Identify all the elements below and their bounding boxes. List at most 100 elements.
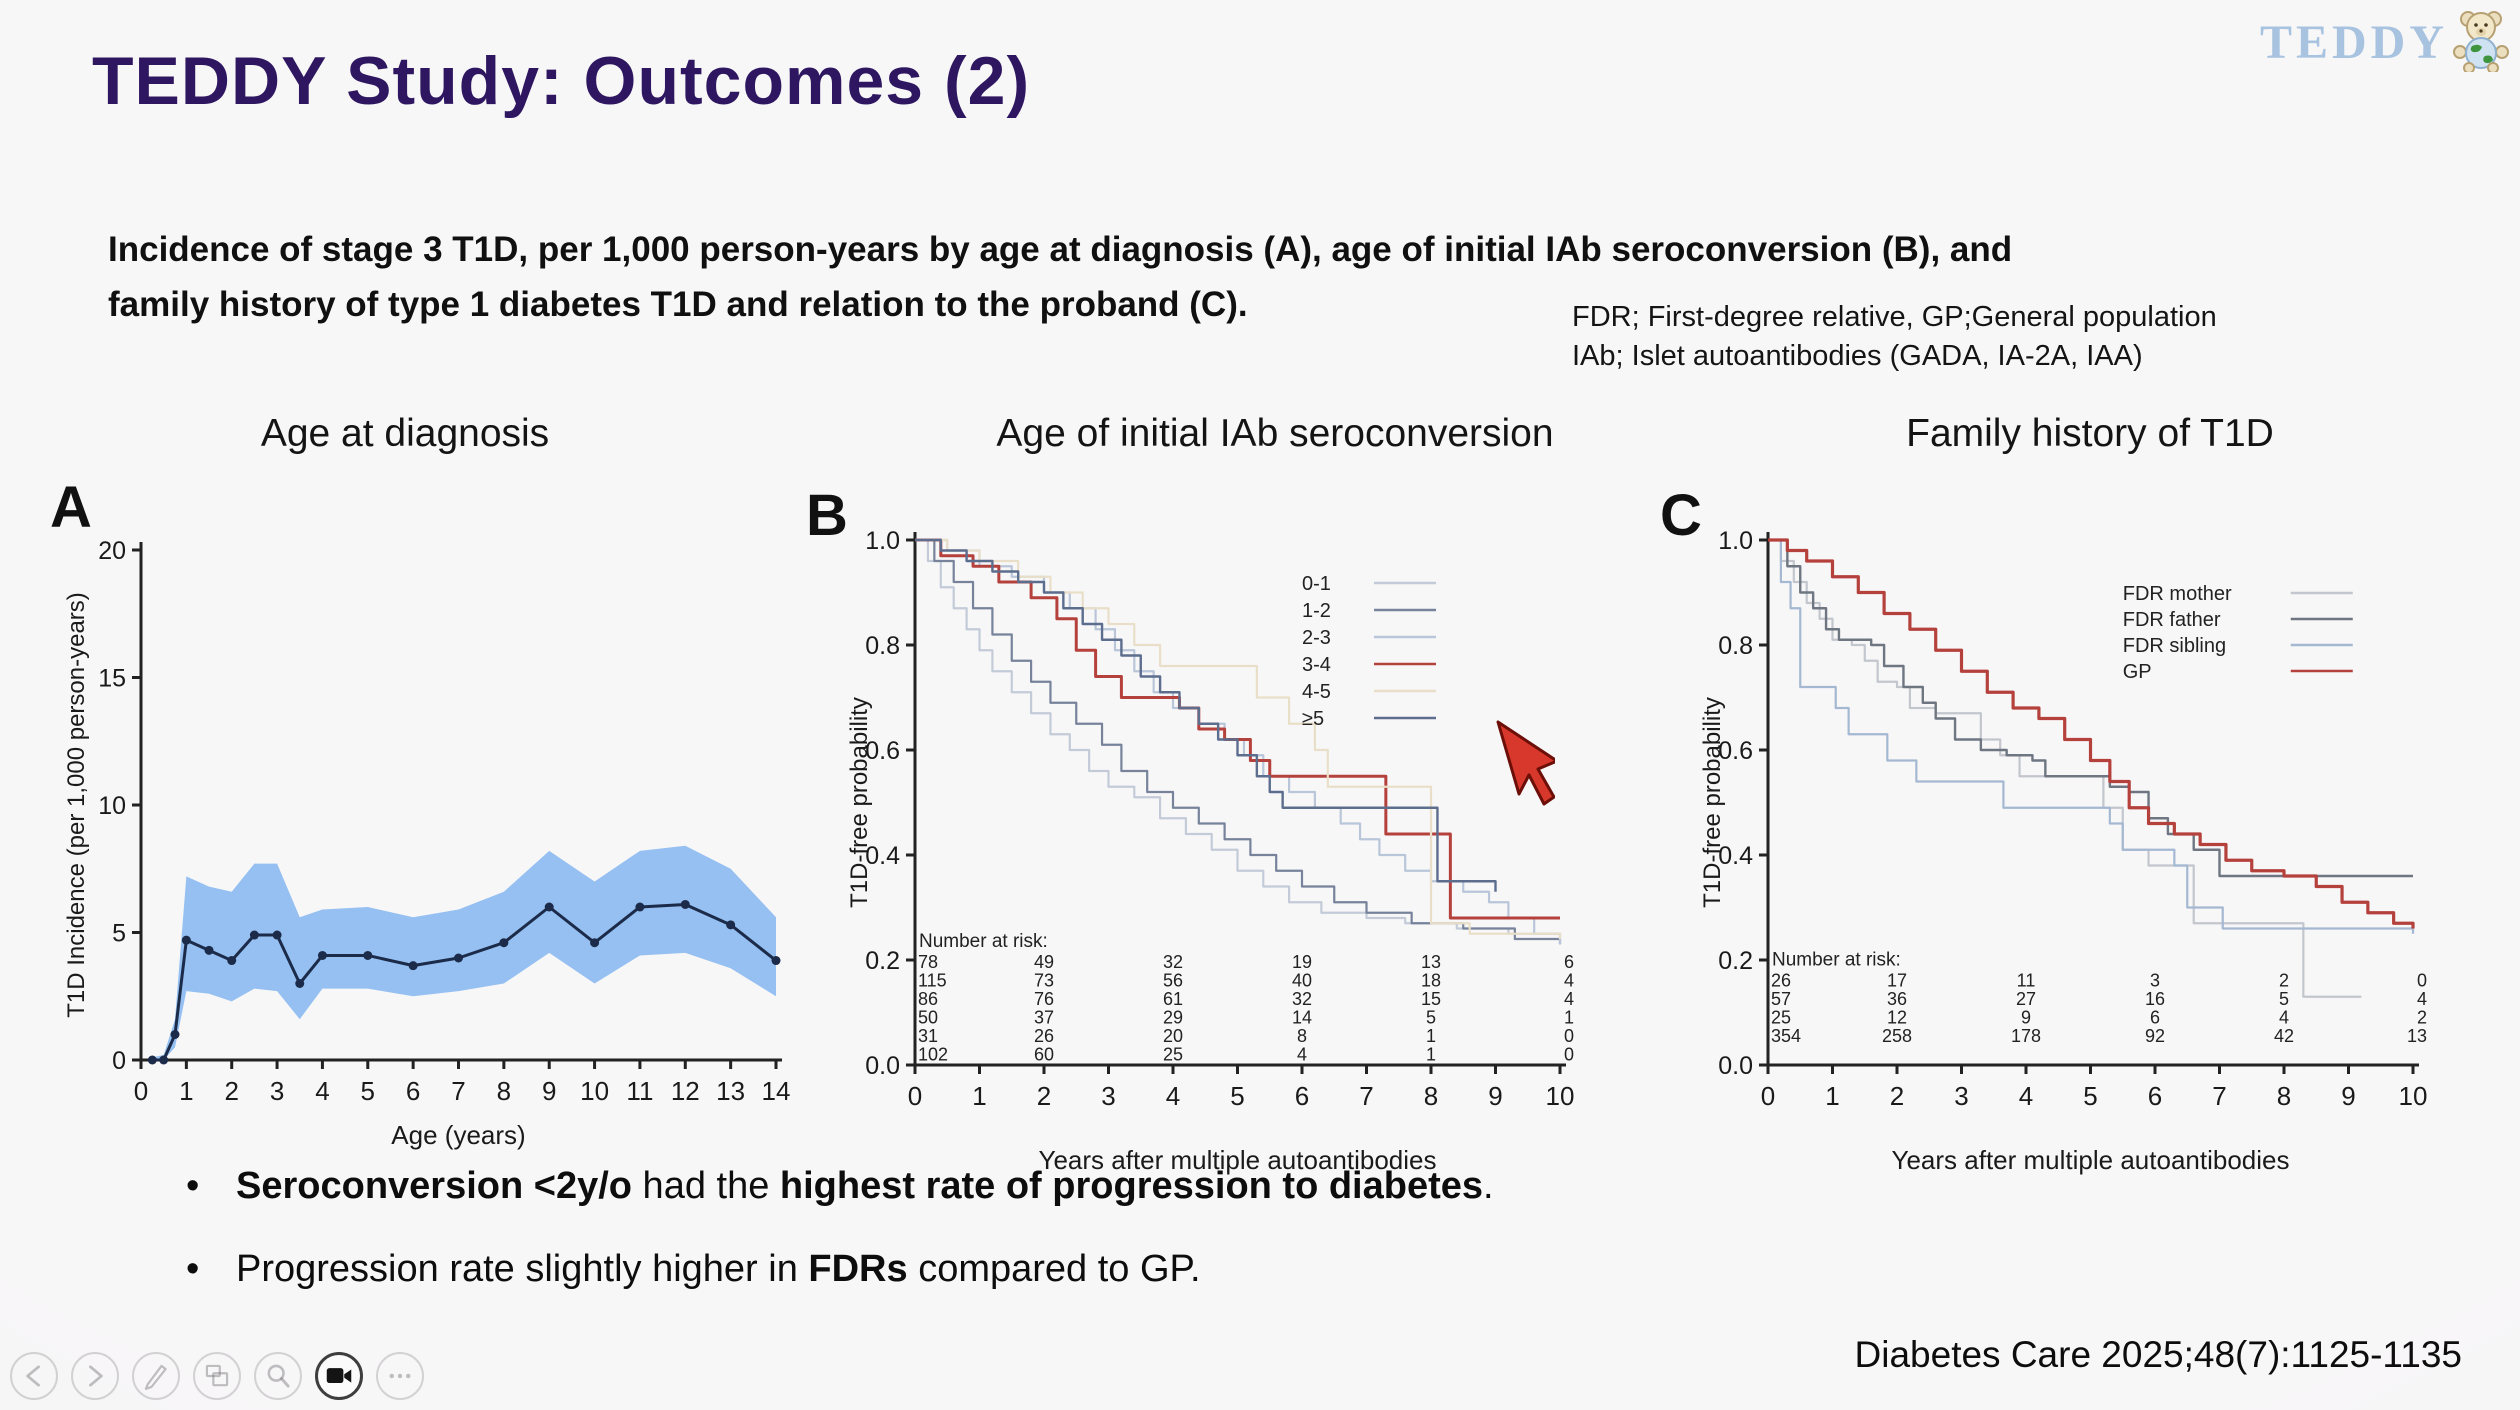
svg-text:9: 9 (2341, 1081, 2355, 1111)
svg-text:26: 26 (1771, 970, 1791, 990)
svg-text:0.0: 0.0 (1718, 1052, 1753, 1080)
subtitle-line-1: Incidence of stage 3 T1D, per 1,000 pers… (108, 230, 2013, 269)
pen-tools-button[interactable] (132, 1352, 180, 1400)
svg-text:Number at risk:: Number at risk: (919, 931, 1048, 952)
svg-text:2: 2 (224, 1076, 238, 1106)
svg-text:32: 32 (1163, 952, 1183, 972)
svg-text:37: 37 (1034, 1007, 1054, 1027)
svg-text:76: 76 (1034, 989, 1054, 1009)
svg-text:86: 86 (918, 989, 938, 1009)
svg-text:0.8: 0.8 (1718, 632, 1753, 660)
svg-text:60: 60 (1034, 1044, 1054, 1064)
svg-text:5: 5 (2083, 1081, 2097, 1111)
svg-text:8: 8 (2277, 1081, 2291, 1111)
svg-text:0: 0 (134, 1076, 148, 1106)
camera-button[interactable] (315, 1352, 363, 1400)
svg-text:4: 4 (2279, 1007, 2289, 1027)
svg-text:29: 29 (1163, 1007, 1183, 1027)
svg-text:4: 4 (1564, 989, 1574, 1009)
svg-text:5: 5 (2279, 989, 2289, 1009)
svg-text:78: 78 (918, 952, 938, 972)
svg-text:1.0: 1.0 (1718, 527, 1753, 555)
svg-text:17: 17 (1887, 970, 1907, 990)
svg-text:8: 8 (1297, 1026, 1307, 1046)
next-slide-button[interactable] (71, 1352, 119, 1400)
page-title: TEDDY Study: Outcomes (2) (92, 43, 1031, 119)
svg-text:5: 5 (1426, 1007, 1436, 1027)
svg-text:102: 102 (918, 1044, 948, 1064)
svg-text:4: 4 (315, 1076, 329, 1106)
svg-text:15: 15 (98, 665, 126, 693)
svg-text:6: 6 (1564, 952, 1574, 972)
svg-text:0.4: 0.4 (865, 842, 900, 870)
svg-text:10: 10 (98, 792, 126, 820)
zoom-slide-button[interactable] (254, 1352, 302, 1400)
svg-text:5: 5 (361, 1076, 375, 1106)
svg-text:1: 1 (1426, 1044, 1436, 1064)
panel-letter-b: B (806, 483, 848, 548)
svg-text:FDR mother: FDR mother (2123, 583, 2232, 605)
svg-text:0: 0 (908, 1081, 922, 1111)
svg-text:115: 115 (918, 970, 947, 990)
svg-text:2: 2 (1890, 1081, 1904, 1111)
svg-text:0: 0 (1761, 1081, 1775, 1111)
svg-text:32: 32 (1292, 989, 1312, 1009)
svg-text:12: 12 (1887, 1007, 1907, 1027)
svg-text:36: 36 (1887, 989, 1907, 1009)
svg-text:13: 13 (1421, 952, 1441, 972)
previous-slide-button[interactable] (10, 1352, 58, 1400)
svg-text:20: 20 (98, 537, 126, 565)
svg-text:31: 31 (918, 1026, 938, 1046)
bullet-item: Progression rate slightly higher in FDRs… (178, 1241, 1494, 1297)
svg-text:19: 19 (1292, 952, 1312, 972)
svg-text:5: 5 (112, 920, 126, 948)
more-options-icon (389, 1373, 411, 1379)
svg-text:0: 0 (1564, 1044, 1574, 1064)
camera-icon (326, 1368, 352, 1383)
panel-letter-c: C (1660, 483, 1702, 548)
svg-text:0.6: 0.6 (1718, 737, 1753, 765)
zoom-slide-icon (267, 1364, 290, 1388)
svg-text:2: 2 (1037, 1081, 1051, 1111)
svg-text:3: 3 (270, 1076, 284, 1106)
svg-text:4: 4 (1564, 970, 1574, 990)
see-all-slides-button[interactable] (193, 1352, 241, 1400)
svg-text:0.2: 0.2 (1718, 947, 1753, 975)
presenter-toolbar (10, 1352, 424, 1400)
svg-text:1-2: 1-2 (1302, 600, 1331, 622)
next-slide-icon (89, 1365, 103, 1387)
svg-text:13: 13 (2407, 1026, 2427, 1046)
svg-text:5: 5 (1230, 1081, 1244, 1111)
svg-text:0-1: 0-1 (1302, 573, 1331, 595)
svg-text:1: 1 (1825, 1081, 1839, 1111)
panel-header-age-at-diagnosis: Age at diagnosis (260, 412, 550, 455)
svg-text:2-3: 2-3 (1302, 627, 1331, 649)
svg-text:4-5: 4-5 (1302, 681, 1331, 703)
svg-text:T1D-free probability: T1D-free probability (846, 697, 873, 908)
svg-text:1: 1 (1426, 1026, 1436, 1046)
svg-text:3-4: 3-4 (1302, 654, 1331, 676)
svg-text:≥5: ≥5 (1302, 708, 1324, 730)
more-options-button[interactable] (376, 1352, 424, 1400)
svg-text:1: 1 (972, 1081, 986, 1111)
slide-subtitle: Incidence of stage 3 T1D, per 1,000 pers… (108, 222, 2438, 332)
svg-text:7: 7 (1359, 1081, 1373, 1111)
svg-text:FDR father: FDR father (2123, 609, 2221, 631)
svg-text:2: 2 (2279, 970, 2289, 990)
svg-text:40: 40 (1292, 970, 1312, 990)
svg-text:8: 8 (1424, 1081, 1438, 1111)
svg-text:9: 9 (1488, 1081, 1502, 1111)
svg-text:14: 14 (762, 1076, 791, 1106)
svg-text:25: 25 (1163, 1044, 1183, 1064)
svg-text:0.6: 0.6 (865, 737, 900, 765)
svg-text:6: 6 (2148, 1081, 2162, 1111)
svg-text:73: 73 (1034, 970, 1054, 990)
bullet-item: Seroconversion <2y/o had the highest rat… (178, 1158, 1494, 1214)
mouse-cursor (1491, 718, 1559, 815)
svg-text:0: 0 (112, 1047, 126, 1075)
svg-text:T1D Incidence (per 1,000 perso: T1D Incidence (per 1,000 person-years) (63, 592, 90, 1018)
svg-text:1: 1 (179, 1076, 193, 1106)
svg-text:Years after multiple autoantib: Years after multiple autoantibodies (1892, 1145, 2290, 1175)
